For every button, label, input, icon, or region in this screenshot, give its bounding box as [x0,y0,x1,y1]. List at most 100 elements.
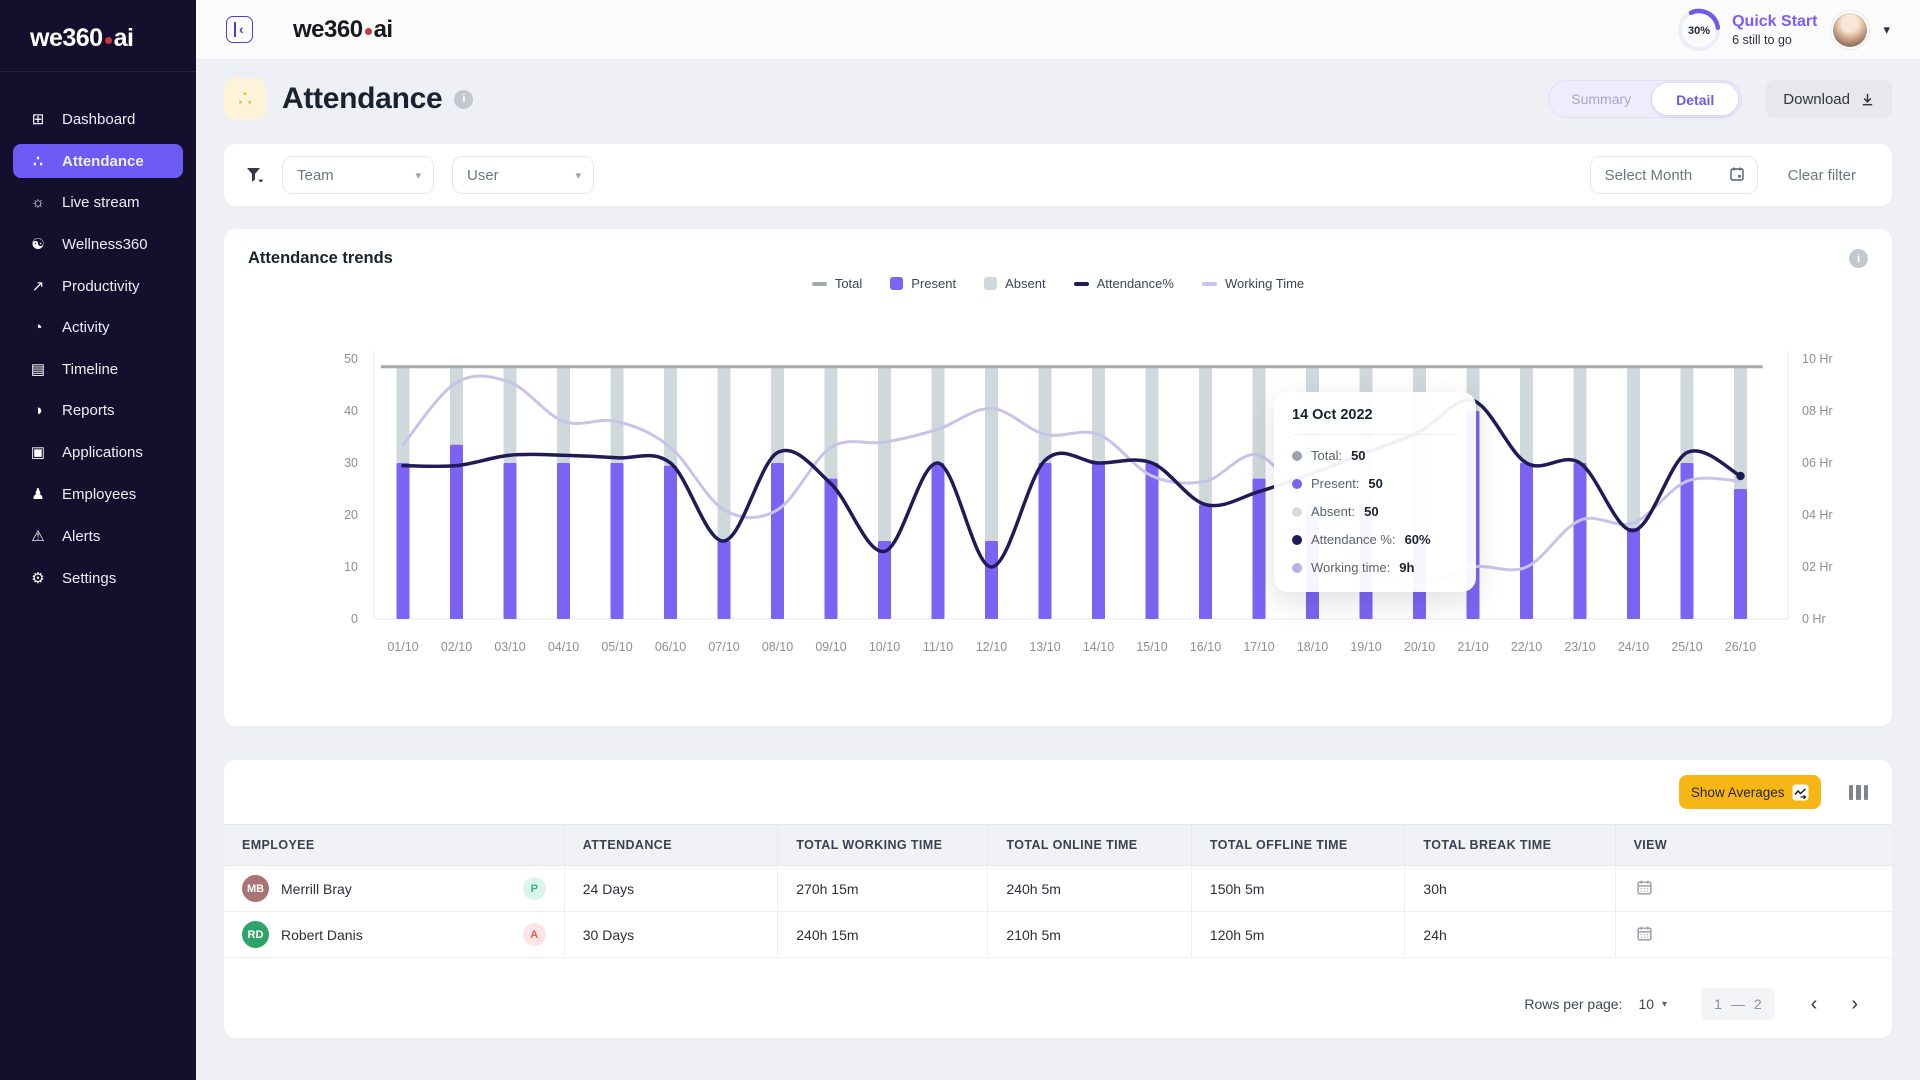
svg-text:02 Hr: 02 Hr [1802,560,1833,574]
legend-item-present[interactable]: Present [890,276,956,291]
svg-text:25/10: 25/10 [1671,640,1702,654]
tooltip-value: 50 [1364,504,1379,519]
sidebar-item-alerts[interactable]: ⚠ Alerts [13,519,183,553]
offline-cell: 120h 5m [1191,911,1406,958]
sidebar-item-attendance[interactable]: ∴ Attendance [13,144,183,178]
sidebar-item-live-stream[interactable]: ☼ Live stream [13,186,183,219]
svg-text:08 Hr: 08 Hr [1802,404,1833,418]
sidebar-item-wellness360[interactable]: ☯ Wellness360 [13,227,183,261]
table-row: RD Robert Danis A 30 Days 240h 15m 210h 5m 120… [224,911,1892,958]
svg-text:09/10: 09/10 [815,640,846,654]
rows-per-page-value[interactable]: 10 [1638,996,1655,1012]
legend-item-total[interactable]: Total [811,276,863,291]
sidebar-item-employees[interactable]: ♟ Employees [13,477,183,511]
settings-icon: ⚙ [31,570,45,587]
toggle-option-summary[interactable]: Summary [1571,91,1632,107]
svg-text:14/10: 14/10 [1083,640,1114,654]
show-averages-button[interactable]: Show Averages [1678,775,1821,809]
team-select[interactable]: Team ▾ [282,156,434,194]
sidebar-item-applications[interactable]: ▣ Applications [13,435,183,469]
chevron-down-icon: ▾ [575,169,581,182]
live-stream-icon: ☼ [31,194,45,211]
view-calendar-button[interactable] [1634,923,1655,947]
quick-start-texts: Quick Start 6 still to go [1732,13,1817,47]
sidebar-item-label: Reports [62,402,115,419]
chevron-down-icon[interactable]: ▾ [1883,21,1890,37]
employee-avatar: RD [242,921,269,948]
sidebar-collapse-button[interactable]: ‹ [226,16,253,43]
rows-per-page-label: Rows per page: [1524,996,1623,1012]
attendance-table: EMPLOYEE ATTENDANCE TOTAL WORKING TIME TOTA… [224,824,1892,958]
quick-start-percent: 30% [1688,25,1710,37]
svg-text:06 Hr: 06 Hr [1802,456,1833,470]
table-column-header: TOTAL OFFLINE TIME [1191,824,1406,866]
avatar[interactable] [1831,10,1870,49]
svg-text:0 Hr: 0 Hr [1802,612,1826,626]
sidebar-item-dashboard[interactable]: ⊞ Dashboard [13,102,183,136]
sidebar-item-label: Live stream [62,194,140,211]
chevron-down-icon[interactable]: ▾ [1662,998,1668,1010]
online-cell: 240h 5m [987,865,1192,912]
attendance-trends-chart[interactable]: 0 10 20 30 40 50 0 Hr 02 Hr 04 Hr 06 Hr 08 Hr 10 Hr… [248,299,1868,684]
legend-swatch [1201,281,1217,286]
table-column-header: TOTAL BREAK TIME [1404,824,1616,866]
legend-item-working-time[interactable]: Working Time [1201,276,1304,291]
legend-label: Attendance% [1096,276,1174,291]
previous-page-button[interactable]: ‹ [1805,994,1824,1014]
summary-detail-toggle[interactable]: Summary Detail [1548,80,1743,118]
timeline-icon: ▤ [30,361,46,378]
pagination: Rows per page: 10 ▾ 1 — 2 ‹ › [224,958,1892,1032]
legend-item-attendance-[interactable]: Attendance% [1073,276,1174,291]
table-actions: Show Averages [224,760,1892,824]
sidebar-item-label: Dashboard [62,110,136,128]
month-picker[interactable]: Select Month [1589,156,1758,194]
svg-text:21/10: 21/10 [1457,640,1488,654]
sidebar-divider [0,71,196,72]
svg-text:04/10: 04/10 [548,640,579,654]
sidebar-item-label: Activity [62,319,110,336]
productivity-icon: ↗ [31,278,45,295]
chart-info-icon[interactable]: i [1849,249,1868,268]
legend-item-absent[interactable]: Absent [984,276,1046,291]
download-icon [1862,93,1873,105]
column-settings-icon[interactable] [1848,784,1868,800]
logo-text-prefix: we360 [293,15,363,43]
sidebar-item-reports[interactable]: ◑ Reports [13,394,183,427]
filter-icon [247,167,264,183]
svg-text:10/10: 10/10 [869,640,900,654]
page-title: Attendance [282,82,443,115]
info-icon[interactable]: i [454,89,474,109]
legend-label: Total [834,276,863,291]
download-button[interactable]: Download [1766,80,1892,118]
sidebar-item-timeline[interactable]: ▤ Timeline [13,352,183,386]
toggle-option-detail[interactable]: Detail [1651,82,1740,116]
svg-text:05/10: 05/10 [601,640,632,654]
sidebar-item-productivity[interactable]: ↗ Productivity [13,269,183,303]
legend-swatch [811,281,827,286]
clear-filter-link[interactable]: Clear filter [1787,166,1856,184]
sidebar-item-activity[interactable]: ◔ Activity [13,311,183,344]
svg-text:12/10: 12/10 [976,640,1007,654]
online-cell: 210h 5m [987,911,1192,958]
show-averages-label: Show Averages [1690,784,1785,800]
svg-text:10 Hr: 10 Hr [1802,352,1833,366]
quick-start-progress-ring: 30% [1677,8,1721,51]
team-select-value: Team [297,166,334,184]
next-page-button[interactable]: › [1845,994,1864,1014]
user-select[interactable]: User ▾ [452,156,594,194]
sidebar-item-settings[interactable]: ⚙ Settings [13,561,183,595]
tooltip-series-dot [1292,506,1302,517]
svg-text:20/10: 20/10 [1404,640,1435,654]
view-calendar-button[interactable] [1634,877,1655,901]
svg-text:11/10: 11/10 [923,640,953,654]
calendar-icon [1719,166,1745,185]
svg-text:06/10: 06/10 [655,640,686,654]
employee-name: Merrill Bray [281,880,352,897]
quick-start-widget[interactable]: 30% Quick Start 6 still to go [1676,7,1817,53]
table-row: MB Merrill Bray P 24 Days 270h 15m 240h 5m 150… [224,865,1892,912]
break-time-cell: 24h [1404,911,1616,958]
logo-dot-icon [104,37,112,44]
filter-bar: Team ▾ User ▾ Select Month [224,144,1892,206]
svg-text:22/10: 22/10 [1511,640,1542,654]
table-header-row: EMPLOYEE ATTENDANCE TOTAL WORKING TIME TOTA… [224,824,1892,866]
